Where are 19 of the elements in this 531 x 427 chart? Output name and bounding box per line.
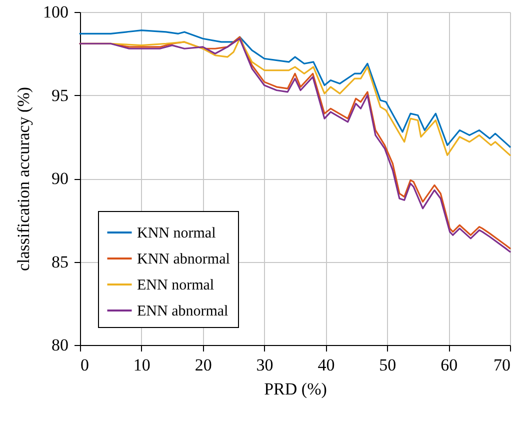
y-tick-label: 85 xyxy=(52,252,68,272)
y-tick-label: 90 xyxy=(52,169,68,188)
y-tick-label: 100 xyxy=(43,2,68,22)
x-tick-label: 40 xyxy=(318,356,335,374)
x-tick-label: 70 xyxy=(494,356,510,374)
legend-label: ENN normal xyxy=(137,278,214,294)
y-axis-title: classification accuracy (%) xyxy=(14,86,33,272)
legend-label: KNN abnormal xyxy=(137,252,230,268)
legend-label: ENN abnormal xyxy=(137,304,228,320)
x-tick-label: 0 xyxy=(80,356,89,374)
x-axis-title: PRD (%) xyxy=(264,380,327,398)
x-tick-label: 30 xyxy=(256,356,274,374)
x-tick-label: 20 xyxy=(194,356,212,374)
y-tick-label: 95 xyxy=(52,86,68,105)
x-tick-label: 60 xyxy=(440,356,458,374)
x-tick-label: 10 xyxy=(133,356,150,374)
legend-label: KNN normal xyxy=(137,226,216,242)
y-tick-label: 80 xyxy=(52,336,68,354)
x-tick-label: 50 xyxy=(379,356,396,374)
